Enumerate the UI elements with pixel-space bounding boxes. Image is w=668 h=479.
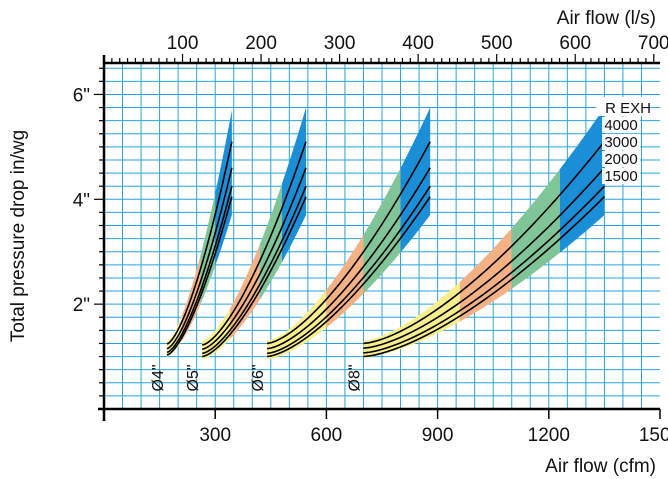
band-zone-blue <box>215 110 232 266</box>
band-zone-green <box>511 169 560 289</box>
x-tick-label: 1500 <box>639 425 668 446</box>
axes <box>94 54 661 421</box>
series-line-3000 <box>166 167 233 350</box>
band-zone-green <box>363 168 401 294</box>
series-line-1500 <box>266 196 431 358</box>
duct-label: Ø6" <box>250 364 267 391</box>
band-zone-green <box>200 193 216 305</box>
x2-tick-label: 300 <box>324 33 356 54</box>
x-tick-label: 900 <box>422 425 454 446</box>
x-tick-label: 300 <box>199 425 231 446</box>
series-line-2000 <box>363 185 605 354</box>
band-zone-green <box>259 183 282 300</box>
series-line-3000 <box>363 167 605 349</box>
series-line-1500 <box>202 196 307 358</box>
x2-tick-label: 700 <box>638 33 668 54</box>
x-tick-label: 600 <box>311 425 343 446</box>
band-zone-blue <box>281 107 307 263</box>
legend-entry-bg <box>602 168 640 184</box>
x-tick-label: 1200 <box>528 425 570 446</box>
x2-tick-label: 400 <box>402 33 434 54</box>
y-axis-title: Total pressure drop in/wg <box>8 130 29 342</box>
x2-tick-label: 500 <box>481 33 513 54</box>
legend-title-bg <box>596 97 646 116</box>
x2-tick-label: 100 <box>167 33 199 54</box>
legend-entry-bg <box>602 151 640 167</box>
legend-entry: 1500 <box>604 168 637 185</box>
x2-axis-title: Air flow (l/s) <box>557 8 656 29</box>
legend-entry: 3000 <box>604 134 637 151</box>
legend-entry-bg <box>602 134 640 150</box>
series-lines <box>166 141 606 358</box>
series-line-4000 <box>201 141 307 346</box>
x2-tick-label: 600 <box>559 33 591 54</box>
band-zone-blue <box>559 107 605 253</box>
series-line-4000 <box>166 141 233 345</box>
legend-entry-bg <box>602 117 640 133</box>
band-zone-yellow <box>363 281 460 358</box>
y-tick-label: 6" <box>73 85 90 106</box>
duct-label: Ø8" <box>346 364 363 391</box>
series-line-3000 <box>202 167 307 351</box>
series-line-1500 <box>363 196 605 358</box>
x2-tick-label: 200 <box>245 33 277 54</box>
band-zone-orange <box>459 228 512 322</box>
band-zone-blue <box>400 107 431 253</box>
legend-entry: 4000 <box>604 117 637 134</box>
series-line-4000 <box>266 141 431 345</box>
labels: Ø4" Ø5" Ø6" Ø8" 300 600 900 1200 1500 100 200 300 40… <box>8 8 668 477</box>
series-line-4000 <box>363 141 606 345</box>
x-axis-title: Air flow (cfm) <box>545 456 656 477</box>
series-line-2000 <box>266 185 431 355</box>
operating-bands <box>167 107 605 360</box>
band-zone-yellow <box>267 289 327 360</box>
duct-label: Ø4" <box>150 364 167 391</box>
series-line-1500 <box>166 196 233 356</box>
legend-title: R EXH <box>605 100 651 117</box>
y-tick-label: 4" <box>73 190 90 211</box>
series-line-2000 <box>166 185 233 354</box>
legend-entry: 2000 <box>604 151 637 168</box>
band-zone-orange <box>326 234 364 328</box>
y-tick-label: 2" <box>73 295 90 316</box>
series-line-2000 <box>202 185 307 355</box>
series-line-3000 <box>266 167 431 350</box>
duct-label: Ø5" <box>185 364 202 391</box>
